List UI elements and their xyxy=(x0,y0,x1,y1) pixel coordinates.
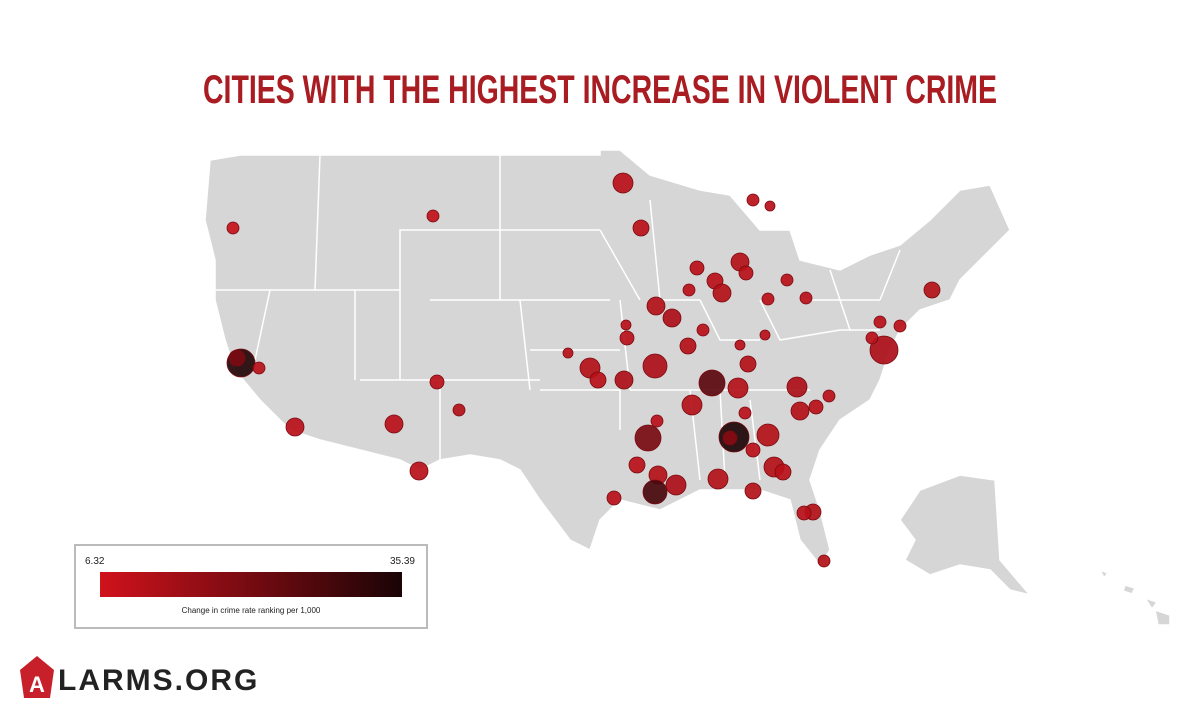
city-marker xyxy=(744,482,762,500)
hawaii xyxy=(1098,568,1171,626)
city-marker xyxy=(682,283,696,297)
logo-letter: A xyxy=(29,672,45,697)
city-marker xyxy=(746,193,760,207)
city-marker xyxy=(252,361,266,375)
city-marker xyxy=(426,209,440,223)
legend-caption: Change in crime rate ranking per 1,000 xyxy=(182,606,321,615)
city-marker xyxy=(642,479,668,505)
city-marker xyxy=(452,403,466,417)
city-marker xyxy=(679,337,697,355)
city-marker xyxy=(614,370,634,390)
city-marker xyxy=(634,424,662,452)
city-marker xyxy=(696,323,710,337)
contiguous-us xyxy=(204,149,1011,567)
city-marker xyxy=(722,430,738,446)
city-marker xyxy=(384,414,404,434)
city-marker xyxy=(650,414,664,428)
city-marker xyxy=(620,319,632,331)
city-marker xyxy=(869,335,899,365)
city-marker xyxy=(780,273,794,287)
city-marker xyxy=(612,172,634,194)
legend-gradient xyxy=(100,572,402,597)
city-marker xyxy=(681,394,703,416)
city-marker xyxy=(689,260,705,276)
city-marker xyxy=(923,281,941,299)
city-marker xyxy=(756,423,780,447)
legend-min: 6.32 xyxy=(85,556,105,567)
city-marker xyxy=(764,200,776,212)
city-marker xyxy=(712,283,732,303)
alaska xyxy=(899,474,1033,597)
city-marker xyxy=(774,463,792,481)
city-marker xyxy=(727,377,749,399)
city-marker xyxy=(589,371,607,389)
city-marker xyxy=(606,490,622,506)
city-marker xyxy=(790,401,810,421)
city-marker xyxy=(628,456,646,474)
city-marker xyxy=(865,331,879,345)
city-marker xyxy=(698,369,726,397)
city-marker xyxy=(745,442,761,458)
city-marker xyxy=(429,374,445,390)
city-marker xyxy=(796,505,812,521)
city-marker xyxy=(409,461,429,481)
city-marker xyxy=(285,417,305,437)
city-marker xyxy=(619,330,635,346)
city-marker xyxy=(228,349,246,367)
city-marker xyxy=(799,291,813,305)
city-marker xyxy=(822,389,836,403)
city-marker xyxy=(734,339,746,351)
logo-shield xyxy=(20,656,54,698)
city-marker xyxy=(632,219,650,237)
city-marker xyxy=(562,347,574,359)
city-marker xyxy=(707,468,729,490)
city-marker xyxy=(893,319,907,333)
city-marker xyxy=(226,221,240,235)
city-marker xyxy=(808,399,824,415)
city-marker xyxy=(817,554,831,568)
legend-max: 35.39 xyxy=(390,556,415,567)
city-marker xyxy=(873,315,887,329)
city-marker xyxy=(739,355,757,373)
legend: 6.32 35.39 Change in crime rate ranking … xyxy=(74,544,428,629)
city-marker xyxy=(759,329,771,341)
city-marker xyxy=(786,376,808,398)
city-marker xyxy=(642,353,668,379)
city-marker xyxy=(738,265,754,281)
logo: A LARMS.ORG xyxy=(20,656,259,698)
city-marker xyxy=(665,474,687,496)
city-marker xyxy=(646,296,666,316)
city-marker xyxy=(738,406,752,420)
us-map xyxy=(204,149,1171,626)
title: CITIES WITH THE HIGHEST INCREASE IN VIOL… xyxy=(203,68,997,112)
logo-text: LARMS.ORG xyxy=(58,664,259,697)
city-markers xyxy=(226,172,941,568)
city-marker xyxy=(761,292,775,306)
city-marker xyxy=(662,308,682,328)
